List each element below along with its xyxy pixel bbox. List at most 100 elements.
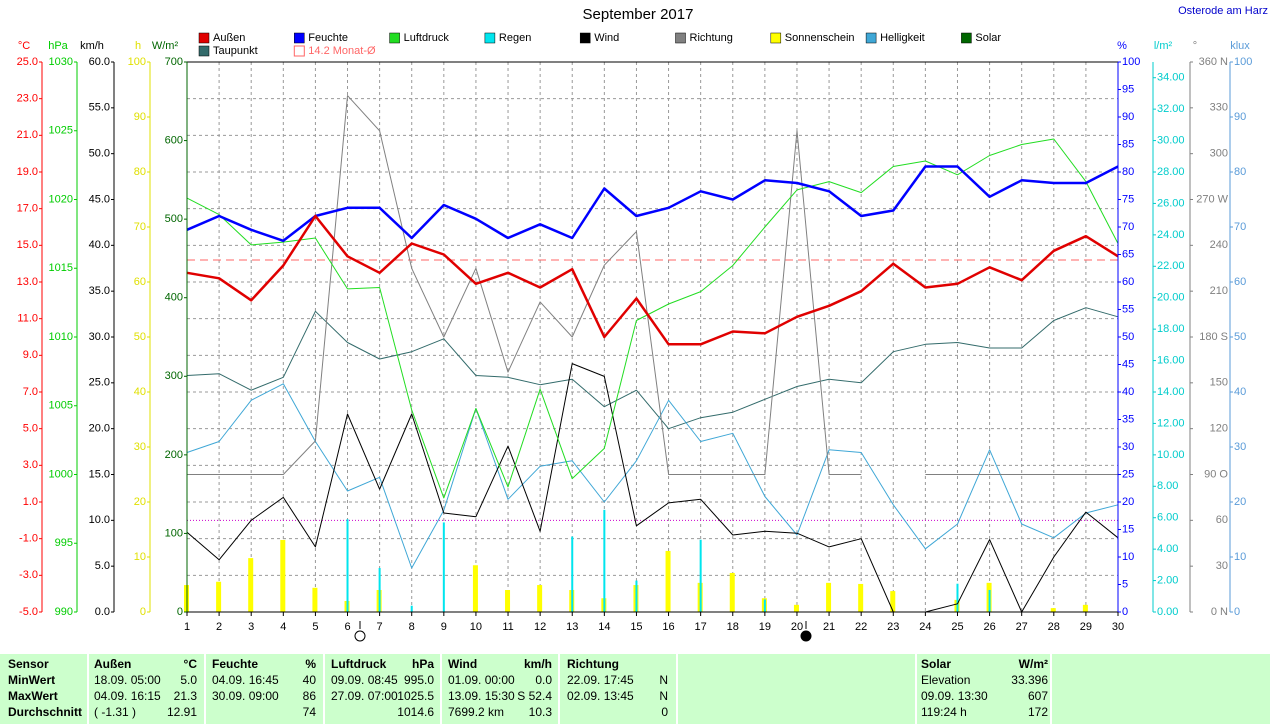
x-tick-label: 10 (470, 621, 482, 633)
x-tick-label: 12 (534, 621, 546, 633)
y-tick-label: 1010 (49, 331, 73, 343)
x-tick-label: 6 (344, 621, 350, 633)
y-tick-label: 80 (1122, 166, 1134, 178)
column-header: Richtung (567, 657, 619, 671)
y-tick-label: 995 (55, 537, 73, 549)
x-tick-label: 26 (983, 621, 995, 633)
column-unit: km/h (524, 657, 552, 671)
cell-value: 40 (303, 673, 317, 687)
x-tick-label: 20 (791, 621, 803, 633)
y-tick-label: 18.00 (1157, 323, 1185, 335)
cell-value: 10.3 (529, 705, 553, 719)
y-tick-label: 60 (1234, 276, 1246, 288)
bar (312, 587, 318, 612)
y-tick-label: 100 (128, 56, 146, 68)
x-tick-label: 3 (248, 621, 254, 633)
y-tick-label: 1020 (49, 193, 73, 205)
y-tick-label: 300 (1210, 148, 1228, 160)
bar (216, 581, 222, 612)
cell-value: N (659, 673, 668, 687)
y-tick-label: 28.00 (1157, 166, 1185, 178)
bar (826, 582, 832, 612)
x-tick-label: 27 (1016, 621, 1028, 633)
y-tick-label: 60 (1122, 276, 1134, 288)
axis-title: klux (1230, 40, 1250, 52)
y-tick-label: 55.0 (89, 102, 110, 114)
axis-title: ° (1193, 40, 1197, 52)
bar (699, 539, 702, 612)
x-tick-label: 23 (887, 621, 899, 633)
table-section (1052, 654, 1270, 724)
bar (1082, 604, 1088, 612)
table-section (325, 654, 440, 724)
y-tick-label: 100 (1234, 56, 1252, 68)
column-unit: W/m² (1019, 657, 1048, 671)
x-tick-label: 16 (662, 621, 674, 633)
bar (346, 519, 349, 612)
y-tick-label: 65 (1122, 248, 1134, 260)
y-tick-label: 0.0 (95, 606, 110, 618)
line (186, 383, 1119, 569)
y-tick-label: 45.0 (89, 193, 110, 205)
y-tick-label: 9.0 (23, 349, 38, 361)
y-tick-label: 1.0 (23, 496, 38, 508)
cell-value: 995.0 (404, 673, 434, 687)
y-tick-label: 500 (165, 213, 183, 225)
y-tick-label: 12.00 (1157, 417, 1185, 429)
y-tick-label: 19.0 (17, 166, 38, 178)
y-tick-label: 20.0 (89, 423, 110, 435)
y-tick-label: 30 (1216, 560, 1228, 572)
bar (248, 558, 254, 612)
legend-swatch (579, 32, 591, 44)
marks (184, 95, 1119, 613)
legend-label: Feuchte (308, 32, 348, 44)
y-tick-label: 4.00 (1157, 543, 1178, 555)
cell-value: 21.3 (174, 689, 198, 703)
line (186, 214, 1119, 346)
axis-title: % (1117, 40, 1127, 52)
bar (505, 590, 511, 612)
x-tick-label: 14 (598, 621, 610, 633)
line (186, 165, 1119, 243)
bar (603, 509, 606, 612)
y-tick-label: 50 (1234, 331, 1246, 343)
legend-label: Luftdruck (404, 32, 450, 44)
y-tick-label: 300 (165, 370, 183, 382)
y-tick-label: 240 (1210, 239, 1228, 251)
column-header: Feuchte (212, 657, 258, 671)
cell-note: 04.09. 16:15 (94, 689, 161, 703)
bar (729, 572, 735, 612)
x-tick-label: 15 (630, 621, 642, 633)
x-tick-label: 1 (184, 621, 190, 633)
cell-value: 0 (661, 705, 668, 719)
cell-note: 119:24 h (921, 705, 967, 719)
legend-swatch (770, 32, 782, 44)
column-unit: hPa (412, 657, 434, 671)
x-tick-label: 13 (566, 621, 578, 633)
x-tick-label: 4 (280, 621, 286, 633)
legend-swatch (389, 32, 400, 44)
bar (956, 583, 959, 612)
x-tick-label: 30 (1112, 621, 1124, 633)
x-tick-label: 9 (441, 621, 447, 633)
y-tick-label: 1005 (49, 400, 73, 412)
y-tick-label: 100 (1122, 56, 1140, 68)
y-tick-label: 10 (134, 551, 146, 563)
y-tick-label: 60.0 (89, 56, 110, 68)
y-tick-label: 90 O (1204, 468, 1228, 480)
bar (793, 604, 799, 612)
y-tick-label: -1.0 (19, 533, 38, 545)
table-section (206, 654, 323, 724)
x-tick-label: 2 (216, 621, 222, 633)
table-section (442, 654, 558, 724)
y-tick-label: 35 (1122, 413, 1134, 425)
legend-label: Taupunkt (213, 45, 258, 57)
bar (442, 522, 445, 612)
y-tick-label: 15.0 (89, 468, 110, 480)
column-header: Außen (94, 657, 131, 671)
y-tick-label: 80 (134, 166, 146, 178)
cell-value: 0.0 (535, 673, 552, 687)
row-label: Durchschnitt (8, 705, 82, 719)
legend-swatch (198, 32, 210, 44)
